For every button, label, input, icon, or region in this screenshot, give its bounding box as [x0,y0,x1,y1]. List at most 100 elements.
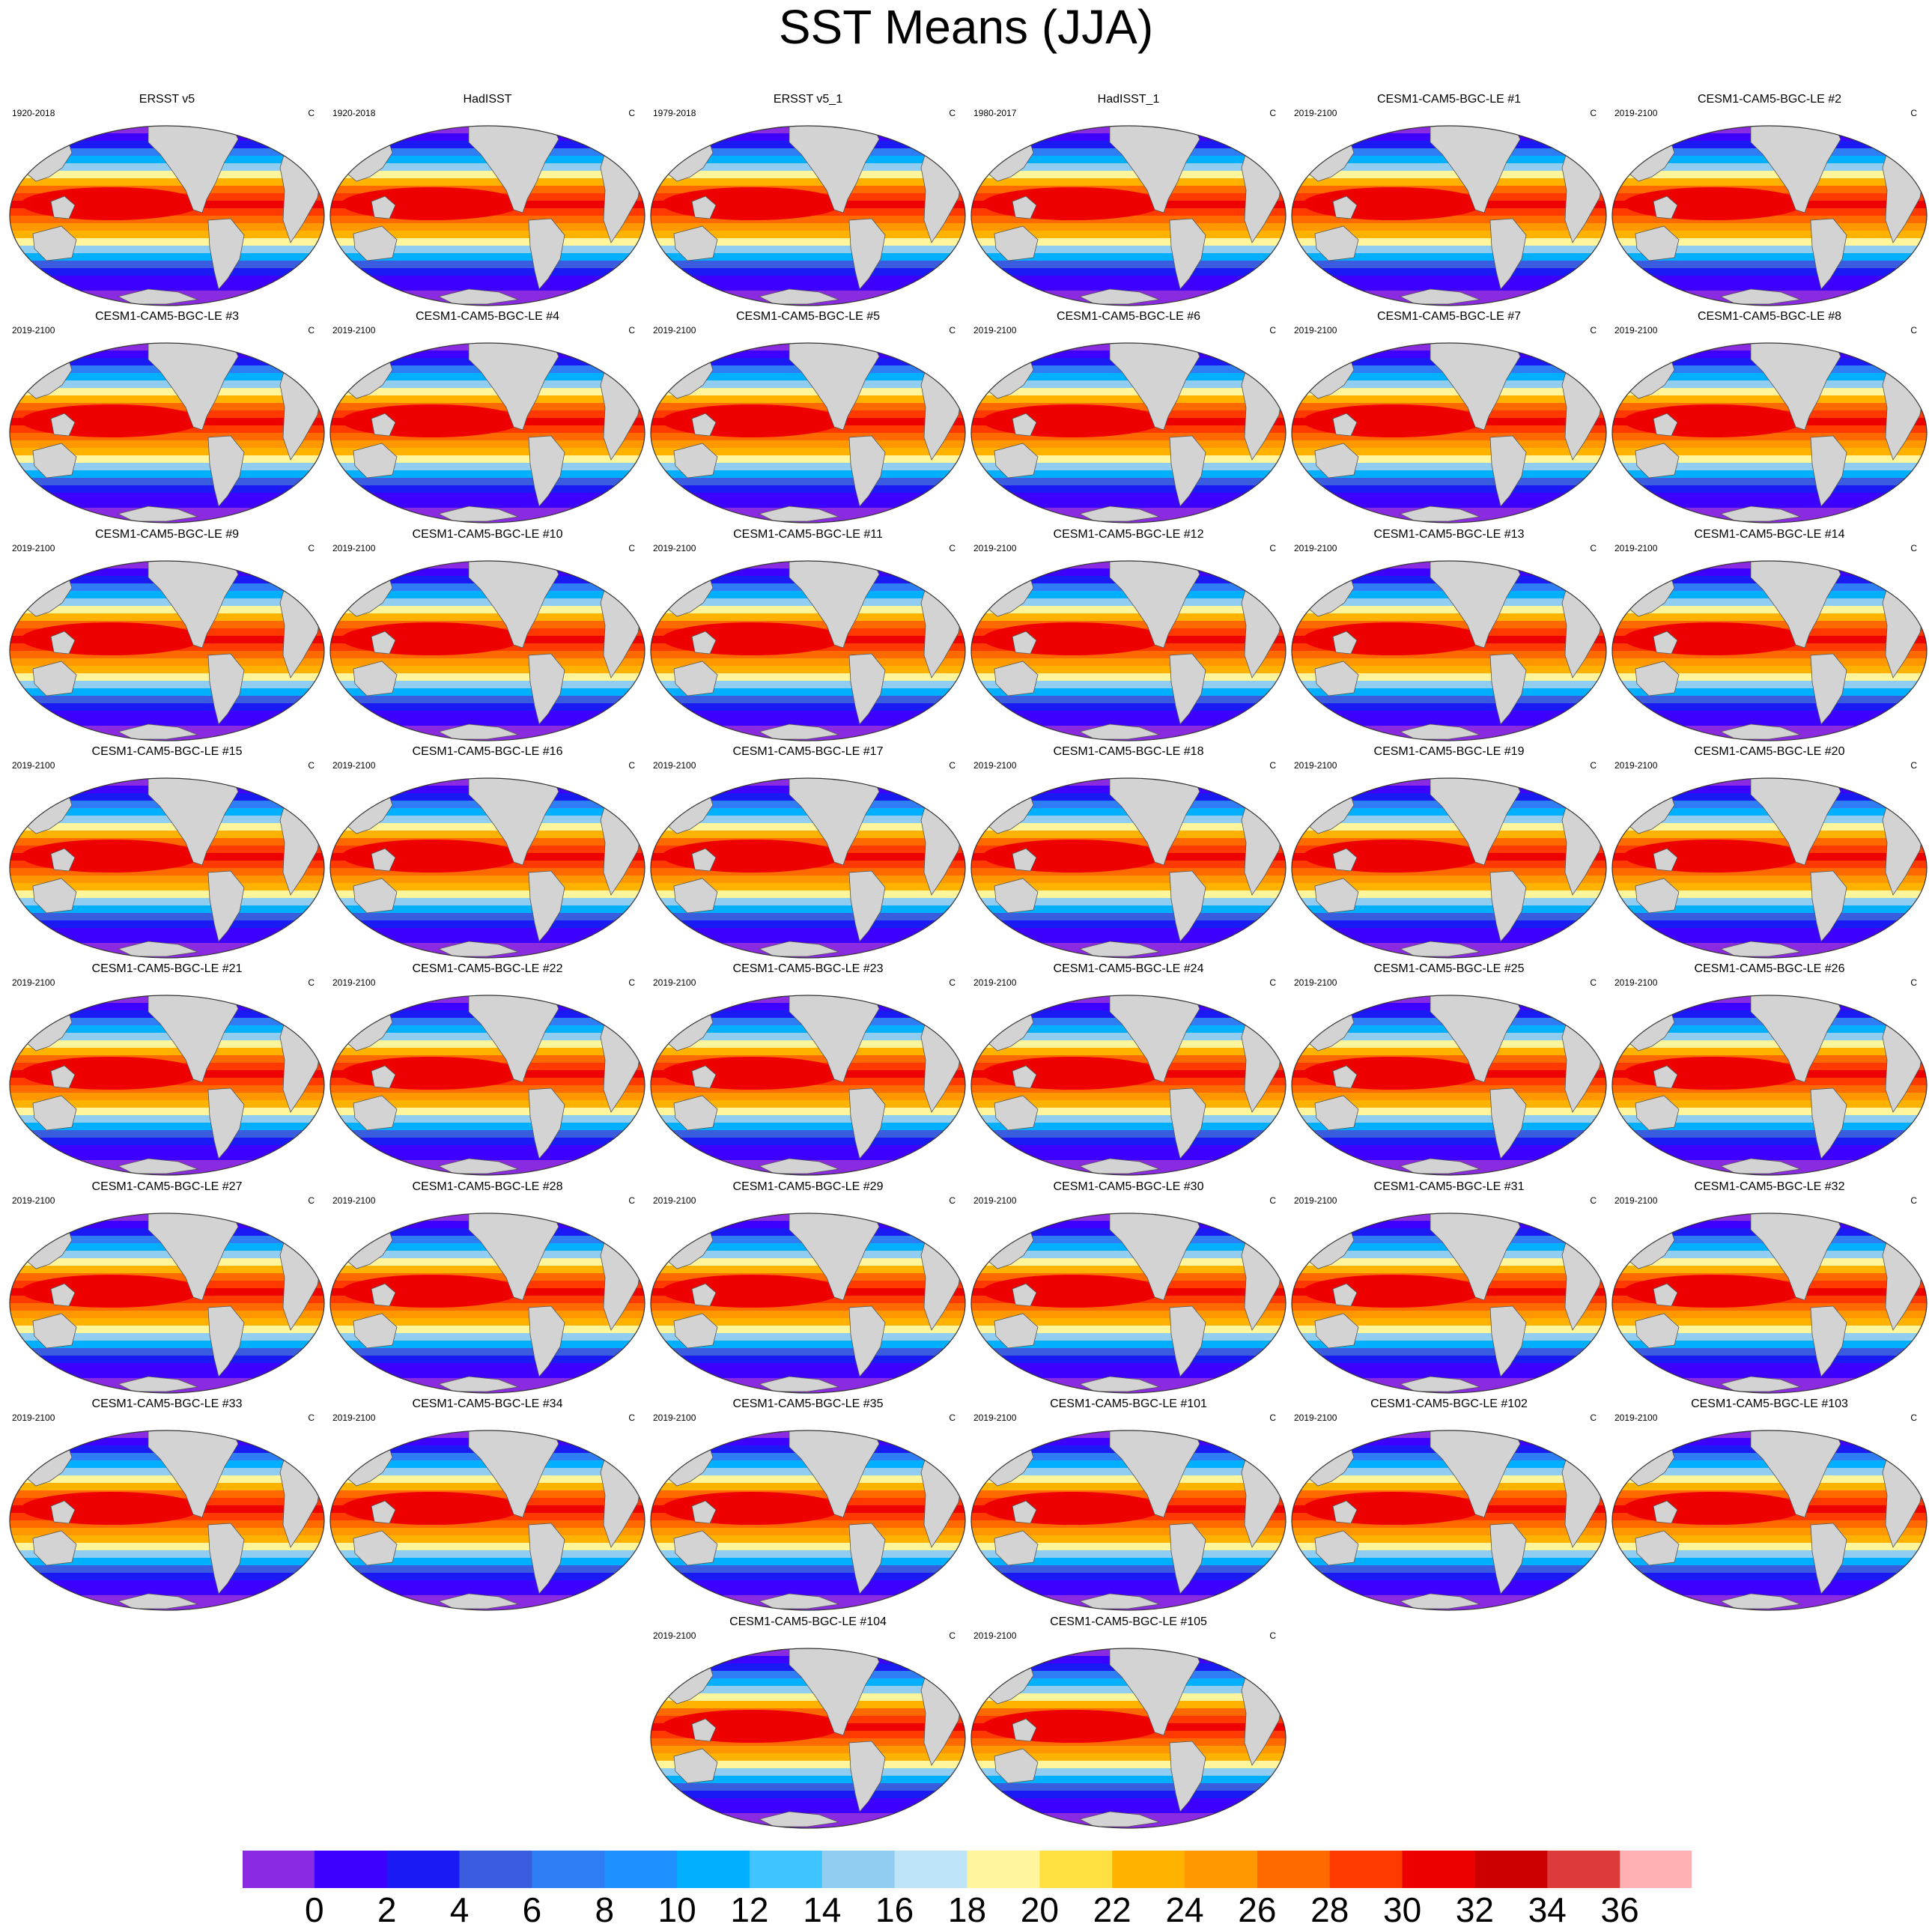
sst-band [330,1520,645,1529]
sst-band [330,1153,645,1161]
sst-band [330,1468,645,1476]
warm-pool [662,404,842,437]
sst-band [971,448,1286,456]
land-mass [353,443,398,479]
sst-band [1292,1311,1606,1319]
land-mass [547,126,588,134]
sst-band [1292,1318,1606,1326]
sst-band [651,1333,965,1341]
sst-band [330,868,645,876]
panel-years: 2019-2100 [1294,325,1337,336]
sst-band [1612,1468,1927,1476]
sst-band [1612,681,1927,689]
sst-band [330,388,645,396]
sst-band [651,1776,965,1784]
sst-band [10,246,324,254]
sst-band [651,1138,965,1146]
map-panel: CESM1-CAM5-BGC-LE #15 2019-2100 C [6,745,328,961]
sst-map [329,995,645,1176]
map-panel: CESM1-CAM5-BGC-LE #3 2019-2100 C [6,310,328,526]
land-mass [207,1087,245,1159]
map-outline [1611,995,1928,1176]
land-mass [1012,848,1037,872]
colorbar-tick-label: 14 [803,1890,842,1929]
sst-band [651,696,965,704]
land-mass [227,561,267,569]
land-mass [1810,435,1847,507]
panel-units: C [949,977,956,988]
colorbar-tick-label: 10 [657,1890,696,1929]
sst-band [330,1311,645,1319]
sst-band [10,1543,324,1551]
sst-band [330,171,645,179]
map-outline [970,125,1287,306]
land-mass [353,1095,398,1131]
land-mass [547,995,588,1004]
sst-band [1292,1326,1606,1334]
sst-band [971,433,1286,441]
sst-band [1292,1468,1606,1476]
land-mass [1750,343,1841,431]
panel-years: 2019-2100 [973,1630,1017,1641]
sst-band [1292,478,1606,486]
sst-band [10,178,324,186]
sst-band [330,1100,645,1108]
sst-band [10,1468,324,1476]
land-mass [1653,1500,1678,1524]
panel-years: 2019-2100 [332,760,376,771]
sst-band [10,703,324,711]
panel-title: CESM1-CAM5-BGC-LE #15 [91,745,243,758]
warm-pool [982,622,1162,655]
warm-pool [1303,404,1483,437]
map-panel: CESM1-CAM5-BGC-LE #32 2019-2100 C [1609,1180,1931,1396]
sst-band [1612,1543,1927,1551]
sst-band [330,1348,645,1356]
sst-band [651,658,965,667]
land-mass [1829,126,1870,134]
sst-band [651,1798,965,1806]
sst-band [651,380,965,389]
sst-band [1292,1535,1606,1544]
panel-units: C [308,760,315,771]
panel-years: 2019-2100 [973,977,1017,988]
sst-band [971,666,1286,674]
sst-band [1612,621,1927,629]
warm-pool [982,1057,1162,1090]
sst-band [1612,696,1927,704]
sst-band [330,246,645,254]
colorbar-swatch [1620,1850,1692,1889]
sst-band [971,1258,1286,1266]
sst-band [651,1686,965,1694]
land-mass [868,1430,908,1439]
sst-band [10,493,324,501]
sst-band [971,1520,1286,1529]
sst-band [10,1348,324,1356]
sst-band [971,651,1286,659]
sst-band [651,485,965,494]
sst-map [1611,995,1928,1176]
sst-band [10,500,324,509]
panel-years: 2019-2100 [1614,760,1658,771]
colorbar-swatch [677,1850,750,1889]
warm-pool [662,1275,842,1308]
sst-map [650,125,966,306]
sst-band [1292,1550,1606,1559]
warm-pool [1303,1275,1483,1308]
land-mass [848,1305,886,1377]
sst-band [651,261,965,269]
panel-units: C [1269,1412,1276,1423]
sst-band [330,935,645,944]
land-mass [207,435,245,507]
sst-band [1292,1520,1606,1529]
sst-band [10,883,324,891]
sst-band [330,1085,645,1093]
sst-band [330,1326,645,1334]
panel-units: C [1910,543,1917,553]
sst-band [1292,1490,1606,1499]
map-outline [970,342,1287,524]
land-mass [848,1741,886,1812]
sst-band [1612,831,1927,839]
sst-band [330,238,645,246]
sst-band [10,253,324,261]
panel-units: C [308,977,315,988]
